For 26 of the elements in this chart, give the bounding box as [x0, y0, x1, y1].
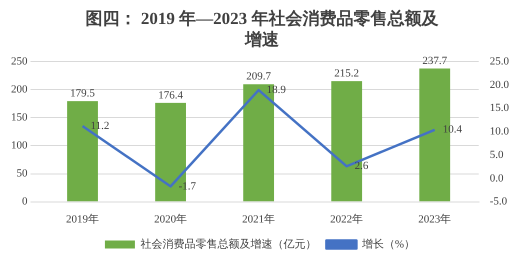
y-tick-label: 100: [11, 140, 28, 152]
chart-title: 图四： 2019 年—2023 年社会消费品零售总额及增速: [84, 8, 440, 51]
legend-label: 增长（%）: [360, 237, 416, 250]
y-tick-label: 250: [11, 55, 28, 68]
data-label: 179.5: [70, 88, 96, 100]
x-tick-label: 2021年: [242, 213, 276, 226]
y2-tick-label: 5.0: [490, 148, 504, 161]
x-tick-label: 2019年: [66, 213, 100, 226]
y-tick-label: 200: [11, 84, 28, 96]
x-tick-label: 2023年: [418, 213, 452, 226]
y-tick-label: 150: [11, 112, 28, 124]
y2-tick-label: 15.0: [490, 102, 510, 114]
x-tick-label: 2020年: [154, 213, 188, 226]
y2-tick-label: 10.0: [490, 126, 510, 138]
data-label: 215.2: [334, 68, 360, 80]
y2-tick-label: 20.0: [490, 78, 510, 91]
y-tick-label: 50: [16, 168, 28, 180]
x-tick-label: 2022年: [330, 213, 364, 226]
legend-label: 社会消费品零售总额及增速（亿元）: [140, 237, 316, 250]
y2-tick-label: 0.0: [490, 172, 504, 184]
data-label: 209.7: [246, 70, 272, 83]
y2-tick-label: 25.0: [490, 55, 510, 68]
data-label: 237.7: [422, 54, 448, 67]
y-tick-label: 0: [22, 196, 28, 208]
data-label: 176.4: [158, 89, 184, 102]
y2-tick-label: -5.0: [490, 196, 508, 208]
